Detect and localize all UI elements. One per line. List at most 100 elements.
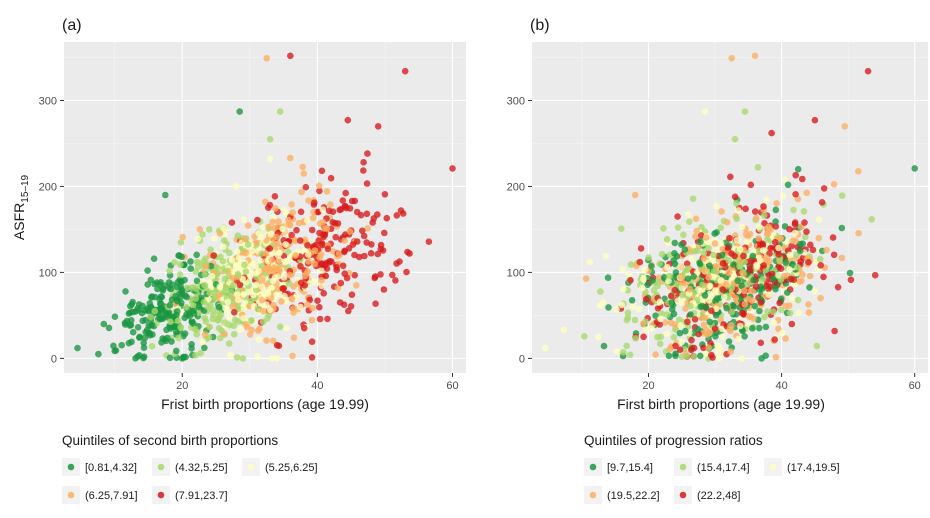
data-point [805, 258, 812, 266]
data-point [295, 219, 303, 227]
data-point [266, 306, 274, 314]
legend-item: (7.91,23.7] [152, 486, 228, 504]
data-point [666, 345, 674, 353]
data-point [699, 281, 706, 289]
data-point [372, 300, 379, 308]
data-point [775, 251, 782, 258]
data-point [755, 235, 762, 242]
data-point [263, 289, 271, 296]
data-point [625, 270, 632, 278]
data-point [158, 315, 165, 323]
data-point [763, 196, 770, 204]
data-point [225, 340, 233, 347]
legend-label: (7.91,23.7] [175, 490, 228, 502]
data-point [324, 315, 331, 323]
data-point [711, 325, 719, 333]
data-point [677, 273, 685, 281]
data-point [760, 212, 768, 219]
data-point [772, 206, 780, 214]
data-point [687, 311, 694, 318]
legend-item: [9.7,15.4] [584, 458, 653, 476]
data-point [118, 341, 125, 349]
data-point [697, 232, 705, 239]
data-point [627, 277, 634, 284]
data-point [337, 205, 345, 213]
data-point [641, 266, 648, 274]
data-point [786, 266, 793, 273]
data-point [654, 333, 661, 341]
data-point [237, 326, 244, 334]
y-axis-title-main: ASFR [11, 203, 27, 240]
data-point [234, 232, 242, 239]
data-point [222, 305, 229, 312]
data-point [281, 292, 288, 300]
data-point [760, 203, 767, 210]
data-point [756, 307, 763, 315]
data-point [217, 253, 224, 261]
data-point [701, 267, 708, 275]
data-point [725, 269, 732, 277]
data-point [752, 214, 760, 222]
data-point [700, 255, 708, 262]
legend-item: (5.25,6.25] [242, 458, 318, 476]
data-point [319, 218, 327, 226]
data-point [144, 267, 151, 274]
legend-title: Quintiles of second birth proportions [62, 433, 278, 448]
data-point [794, 264, 801, 271]
data-point [690, 273, 697, 280]
data-point [666, 272, 673, 280]
data-point [111, 313, 119, 321]
data-point [310, 208, 317, 216]
data-point [690, 353, 698, 360]
data-point [259, 276, 266, 283]
legend-marker [247, 463, 255, 471]
data-point [369, 219, 377, 226]
data-point [790, 276, 798, 284]
data-point [126, 322, 134, 329]
data-point [727, 173, 734, 181]
data-point [276, 323, 284, 331]
data-point [796, 247, 804, 255]
data-point [838, 224, 846, 232]
data-point [761, 313, 768, 321]
data-point [717, 224, 725, 231]
data-point [209, 306, 217, 314]
data-point [720, 293, 728, 301]
data-point [600, 299, 607, 306]
data-point [240, 315, 247, 322]
data-point [292, 237, 299, 245]
data-point [377, 245, 385, 253]
data-point [340, 301, 348, 309]
data-point [193, 258, 201, 266]
data-point [308, 338, 316, 346]
data-point [802, 233, 809, 241]
data-point [257, 257, 265, 264]
data-point [207, 246, 214, 253]
data-point [582, 275, 590, 283]
data-point [283, 324, 290, 332]
data-point [677, 263, 684, 271]
data-point [632, 335, 639, 342]
data-point [327, 201, 334, 208]
data-point [287, 52, 294, 60]
data-point [367, 250, 375, 257]
data-point [161, 336, 169, 343]
data-point [332, 233, 340, 241]
x-tick-label: 60 [909, 380, 921, 392]
legend-marker [157, 463, 165, 471]
data-point [708, 351, 715, 359]
y-axis-title: ASFR15–19 [11, 174, 31, 240]
data-point [170, 313, 177, 321]
data-point [652, 351, 659, 358]
data-point [273, 291, 280, 299]
data-point [297, 303, 304, 311]
data-point [286, 271, 294, 279]
data-point [731, 193, 739, 201]
x-axis-title: Frist birth proportions (age 19.99) [161, 396, 369, 412]
data-point [139, 317, 146, 325]
data-point [276, 108, 284, 115]
data-point [381, 191, 389, 198]
data-point [252, 269, 260, 277]
data-point [820, 273, 827, 281]
data-point [232, 264, 240, 272]
